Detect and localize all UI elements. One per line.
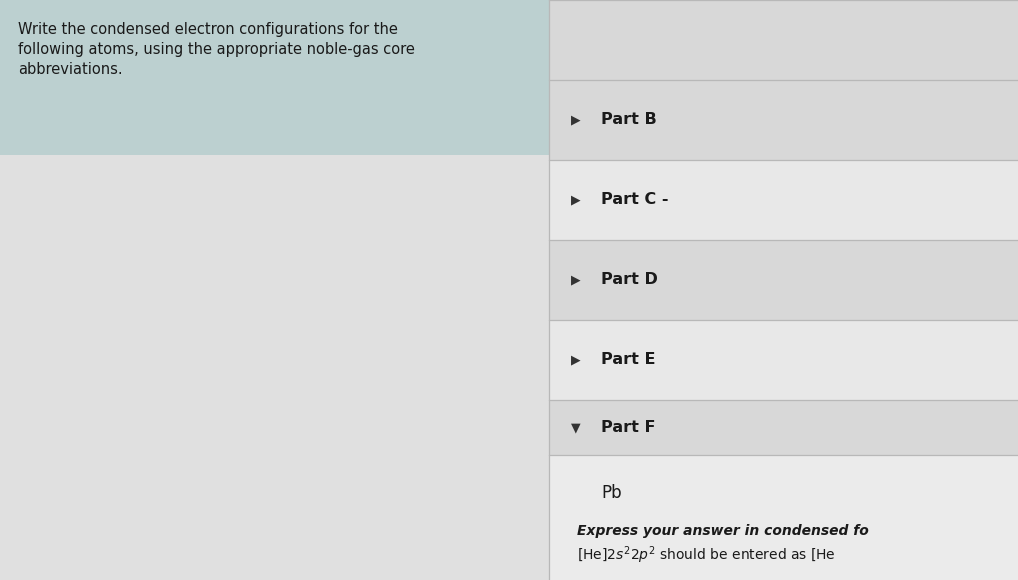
Bar xyxy=(549,320,1018,400)
Text: ▶: ▶ xyxy=(571,194,580,206)
Text: Pb: Pb xyxy=(601,484,622,502)
Bar xyxy=(549,80,1018,160)
Text: ▶: ▶ xyxy=(571,274,580,287)
Bar xyxy=(549,400,1018,455)
Text: Part C -: Part C - xyxy=(601,193,669,208)
Text: Write the condensed electron configurations for the: Write the condensed electron configurati… xyxy=(18,22,398,37)
Bar xyxy=(549,240,1018,320)
Text: following atoms, using the appropriate noble-gas core: following atoms, using the appropriate n… xyxy=(18,42,415,57)
Bar xyxy=(549,0,1018,80)
Text: Part E: Part E xyxy=(601,353,656,368)
Bar xyxy=(0,155,549,580)
Text: Part F: Part F xyxy=(601,420,656,435)
Text: $[\mathrm{He}]2s^22p^2$ should be entered as [He: $[\mathrm{He}]2s^22p^2$ should be entere… xyxy=(577,544,836,566)
Text: Express your answer in condensed fo: Express your answer in condensed fo xyxy=(577,524,868,538)
Bar xyxy=(0,0,549,155)
Text: Part D: Part D xyxy=(601,273,658,288)
Text: ▶: ▶ xyxy=(571,353,580,367)
Text: ▼: ▼ xyxy=(571,421,580,434)
Text: ▶: ▶ xyxy=(571,114,580,126)
Text: abbreviations.: abbreviations. xyxy=(18,62,122,77)
Bar xyxy=(549,455,1018,580)
Text: Part B: Part B xyxy=(601,113,657,128)
Bar xyxy=(549,160,1018,240)
